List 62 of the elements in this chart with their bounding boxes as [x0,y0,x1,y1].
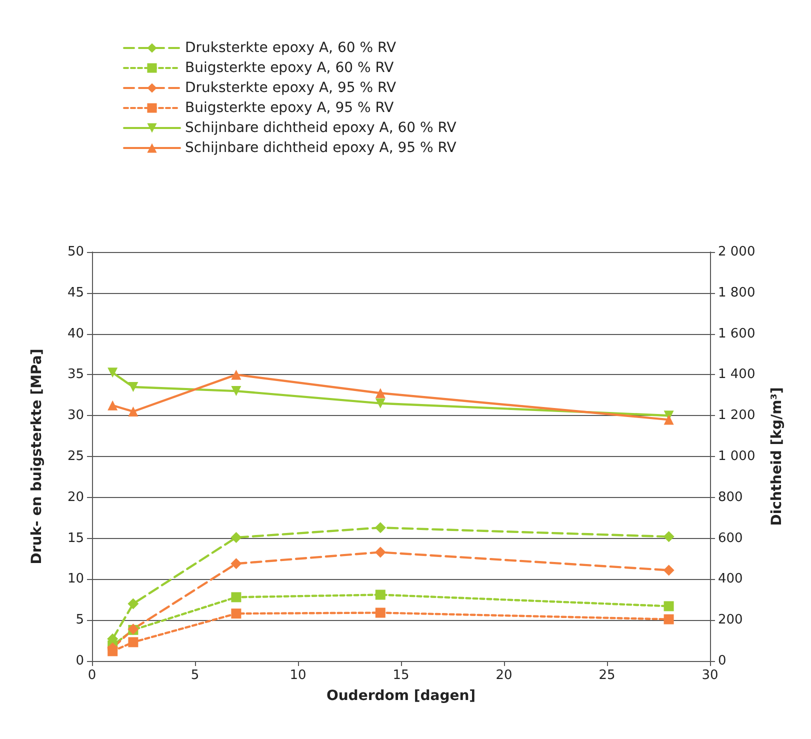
x-tick-label: 5 [190,668,200,683]
point [374,546,386,558]
x-tick-label: 20 [496,668,512,683]
point [664,414,674,425]
y2-axis-title: Dichtheid [kg/m³] [769,387,785,526]
point [108,400,118,410]
y2-tick-label: 2 000 [718,244,756,260]
y-tick-label: 10 [67,572,84,587]
point [108,646,118,656]
point [663,564,674,576]
point [128,598,139,610]
legend-label: Druksterkte epoxy A, 60 % RV [185,40,396,56]
point [375,388,386,398]
y-tick-label: 30 [67,408,84,424]
point [663,531,674,542]
point [128,406,138,417]
y-tick-label: 35 [67,367,84,382]
point [374,522,386,534]
y-axis-title: Druk- en buigsterkte [MPa] [29,348,45,564]
point [231,608,242,619]
x-tick-label: 0 [88,668,96,683]
y2-tick-label: 1 200 [718,408,756,424]
point [375,590,386,600]
y2-tick-label: 1 800 [718,285,756,300]
y-tick-label: 15 [67,530,84,546]
x-tick-label: 15 [392,668,410,683]
y-tick-label: 45 [67,285,84,300]
legend-label: Schijnbare dichtheid epoxy A, 95 % RV [185,140,457,156]
y2-tick-label: 1 400 [718,367,756,382]
x-axis-title: Ouderdom [dagen] [326,688,476,704]
y-tick-label: 0 [76,654,84,668]
y2-tick-label: 600 [718,530,743,546]
y2-tick-label: 800 [718,490,743,505]
legend-label: Buigsterkte epoxy A, 95 % RV [185,100,394,116]
x-tick-label: 30 [702,668,718,683]
y-tick-label: 5 [76,612,84,628]
y2-tick-label: 400 [718,572,743,587]
point [128,637,138,648]
point [375,398,386,408]
point [375,608,386,618]
point [230,558,242,570]
y2-tick-label: 1 000 [718,449,756,464]
y-tick-label: 25 [67,449,84,464]
point [128,382,138,392]
y2-tick-label: 1 600 [718,326,756,342]
legend-label: Schijnbare dichtheid epoxy A, 60 % RV [185,120,457,136]
point [231,386,242,396]
y2-tick-label: 200 [718,612,743,628]
y-tick-label: 20 [67,490,84,505]
point [231,592,242,602]
point [664,614,674,624]
legend-label: Druksterkte epoxy A, 95 % RV [185,80,396,96]
x-tick-label: 10 [290,668,306,683]
x-tick-label: 25 [598,668,616,683]
point [230,532,242,543]
y-tick-label: 40 [67,326,84,342]
y2-tick-label: 0 [718,654,726,668]
y-tick-label: 50 [67,244,84,260]
point [231,370,242,380]
legend-label: Buigsterkte epoxy A, 60 % RV [185,60,394,76]
point [664,601,674,612]
point [108,368,118,378]
